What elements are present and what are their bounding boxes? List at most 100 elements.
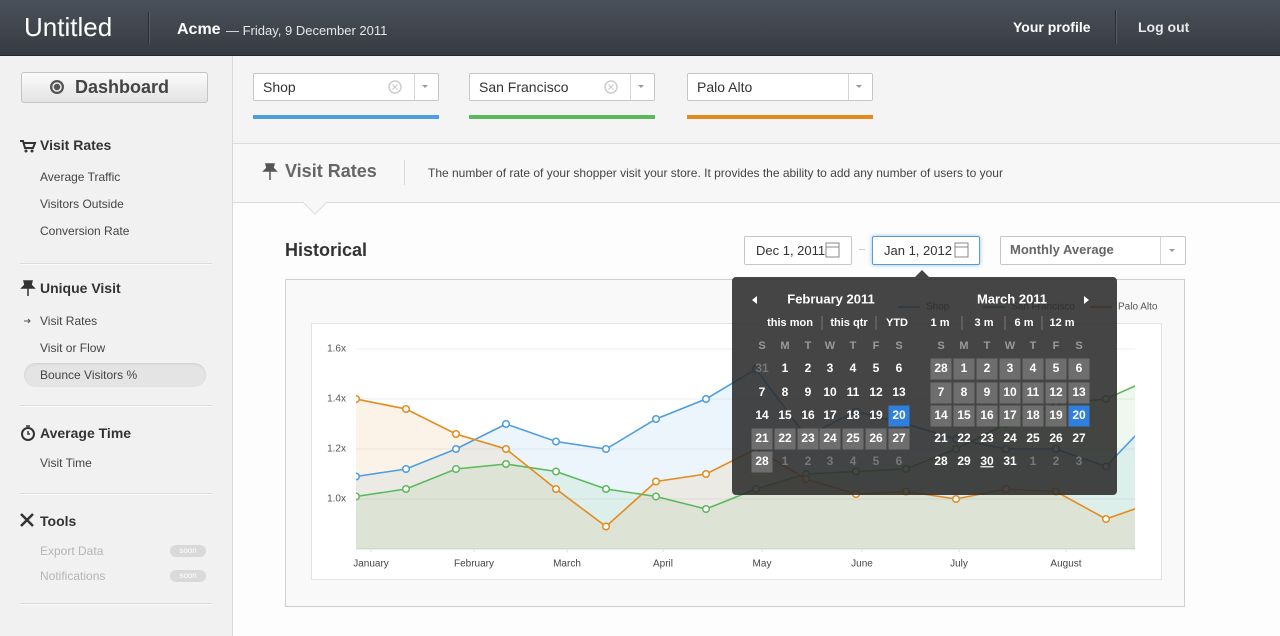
day: 22 bbox=[778, 431, 792, 445]
filter-select[interactable] bbox=[253, 73, 439, 101]
day: 8 bbox=[782, 385, 789, 399]
point bbox=[1101, 514, 1111, 524]
day: 22 bbox=[957, 431, 971, 445]
filter-select[interactable] bbox=[687, 73, 873, 101]
day: 1 bbox=[1030, 454, 1037, 468]
logout-link[interactable]: Log out bbox=[1138, 19, 1190, 35]
point bbox=[1101, 462, 1111, 471]
select-divider bbox=[1160, 237, 1161, 264]
brand[interactable]: Untitled bbox=[24, 12, 113, 42]
day-cell bbox=[953, 405, 975, 427]
day: 2 bbox=[805, 454, 812, 468]
day: 7 bbox=[759, 385, 766, 399]
range-link: 6 m bbox=[1015, 317, 1034, 329]
date-text: Dec 1, 2011 bbox=[756, 243, 826, 258]
point bbox=[551, 484, 561, 494]
point bbox=[901, 487, 911, 496]
section-title: Unique Visit bbox=[40, 280, 121, 296]
line bbox=[356, 367, 1135, 478]
section-title: Historical bbox=[285, 240, 368, 260]
point bbox=[356, 472, 361, 481]
dashboard-label[interactable]: Dashboard bbox=[75, 77, 170, 97]
day-cell bbox=[1022, 358, 1044, 380]
range-link: this qtr bbox=[830, 317, 868, 329]
point bbox=[1001, 444, 1011, 454]
legend-label: Shop bbox=[926, 302, 950, 313]
day: 27 bbox=[892, 431, 906, 445]
day: 5 bbox=[873, 361, 880, 375]
point bbox=[401, 464, 411, 474]
point bbox=[751, 444, 761, 454]
day-cell bbox=[1022, 405, 1044, 427]
point bbox=[1051, 399, 1061, 409]
point bbox=[851, 407, 861, 416]
top-bar bbox=[0, 0, 1280, 56]
range-link: YTD bbox=[886, 317, 908, 329]
y-tick-label: 1.6x bbox=[327, 344, 346, 355]
day: 21 bbox=[755, 431, 769, 445]
nav-item[interactable]: Bounce Visitors % bbox=[40, 368, 138, 382]
next-arrow bbox=[1084, 296, 1089, 304]
day: 26 bbox=[869, 431, 883, 445]
point bbox=[356, 492, 361, 501]
x-tick-label: August bbox=[1050, 559, 1081, 570]
point bbox=[751, 364, 761, 374]
day: 5 bbox=[1053, 361, 1060, 375]
nav-item[interactable]: Notifications bbox=[40, 569, 106, 583]
day: 20 bbox=[1072, 408, 1086, 422]
legend-label: San Francisco bbox=[1011, 302, 1075, 313]
point bbox=[751, 484, 761, 494]
point bbox=[951, 494, 961, 504]
divider bbox=[1115, 10, 1117, 44]
day: 28 bbox=[934, 454, 948, 468]
point bbox=[451, 464, 461, 474]
day: 10 bbox=[1003, 385, 1017, 399]
nav-item[interactable]: Visit Rates bbox=[40, 314, 98, 328]
profile-link[interactable]: Your profile bbox=[1013, 19, 1091, 35]
day: 9 bbox=[805, 385, 812, 399]
nav-item[interactable]: Export Data bbox=[40, 544, 104, 558]
nav-item[interactable]: Visit or Flow bbox=[40, 341, 106, 355]
nav-item[interactable]: Conversion Rate bbox=[40, 224, 130, 238]
day: 18 bbox=[1026, 408, 1040, 422]
point bbox=[701, 469, 711, 479]
day: 8 bbox=[961, 385, 968, 399]
y-tick-label: 1.2x bbox=[327, 444, 346, 455]
day: 6 bbox=[896, 454, 903, 468]
day: 18 bbox=[846, 408, 860, 422]
weekday: W bbox=[1005, 340, 1016, 352]
day: 24 bbox=[823, 431, 837, 445]
period-select[interactable] bbox=[1000, 236, 1186, 265]
point bbox=[651, 414, 661, 424]
day: 17 bbox=[823, 408, 837, 422]
point bbox=[851, 467, 861, 476]
day: 15 bbox=[778, 408, 792, 422]
point bbox=[451, 444, 461, 454]
day: 17 bbox=[1003, 408, 1017, 422]
sidebar bbox=[0, 56, 233, 636]
nav-item[interactable]: Visitors Outside bbox=[40, 197, 124, 211]
filter-select[interactable] bbox=[469, 73, 655, 101]
day-cell bbox=[1022, 382, 1044, 404]
day: 16 bbox=[801, 408, 815, 422]
filter-label: Shop bbox=[263, 79, 296, 95]
separator bbox=[20, 263, 212, 265]
weekday: F bbox=[1053, 340, 1060, 352]
day-cell bbox=[1068, 358, 1090, 380]
day-cell bbox=[819, 428, 841, 450]
nav-item[interactable]: Visit Time bbox=[40, 456, 92, 470]
point bbox=[501, 419, 511, 429]
point bbox=[951, 444, 961, 454]
day: 30 bbox=[980, 454, 994, 468]
range-link: this mon bbox=[767, 317, 813, 329]
day-cell bbox=[774, 428, 796, 450]
nav-item[interactable]: Average Traffic bbox=[40, 170, 121, 184]
point bbox=[601, 444, 611, 454]
day-cell bbox=[930, 382, 952, 404]
day-cell bbox=[953, 382, 975, 404]
filter-underline bbox=[469, 115, 655, 119]
day: 23 bbox=[801, 431, 815, 445]
day-cell bbox=[1045, 358, 1067, 380]
day: 1 bbox=[782, 454, 789, 468]
day: 3 bbox=[1007, 361, 1014, 375]
